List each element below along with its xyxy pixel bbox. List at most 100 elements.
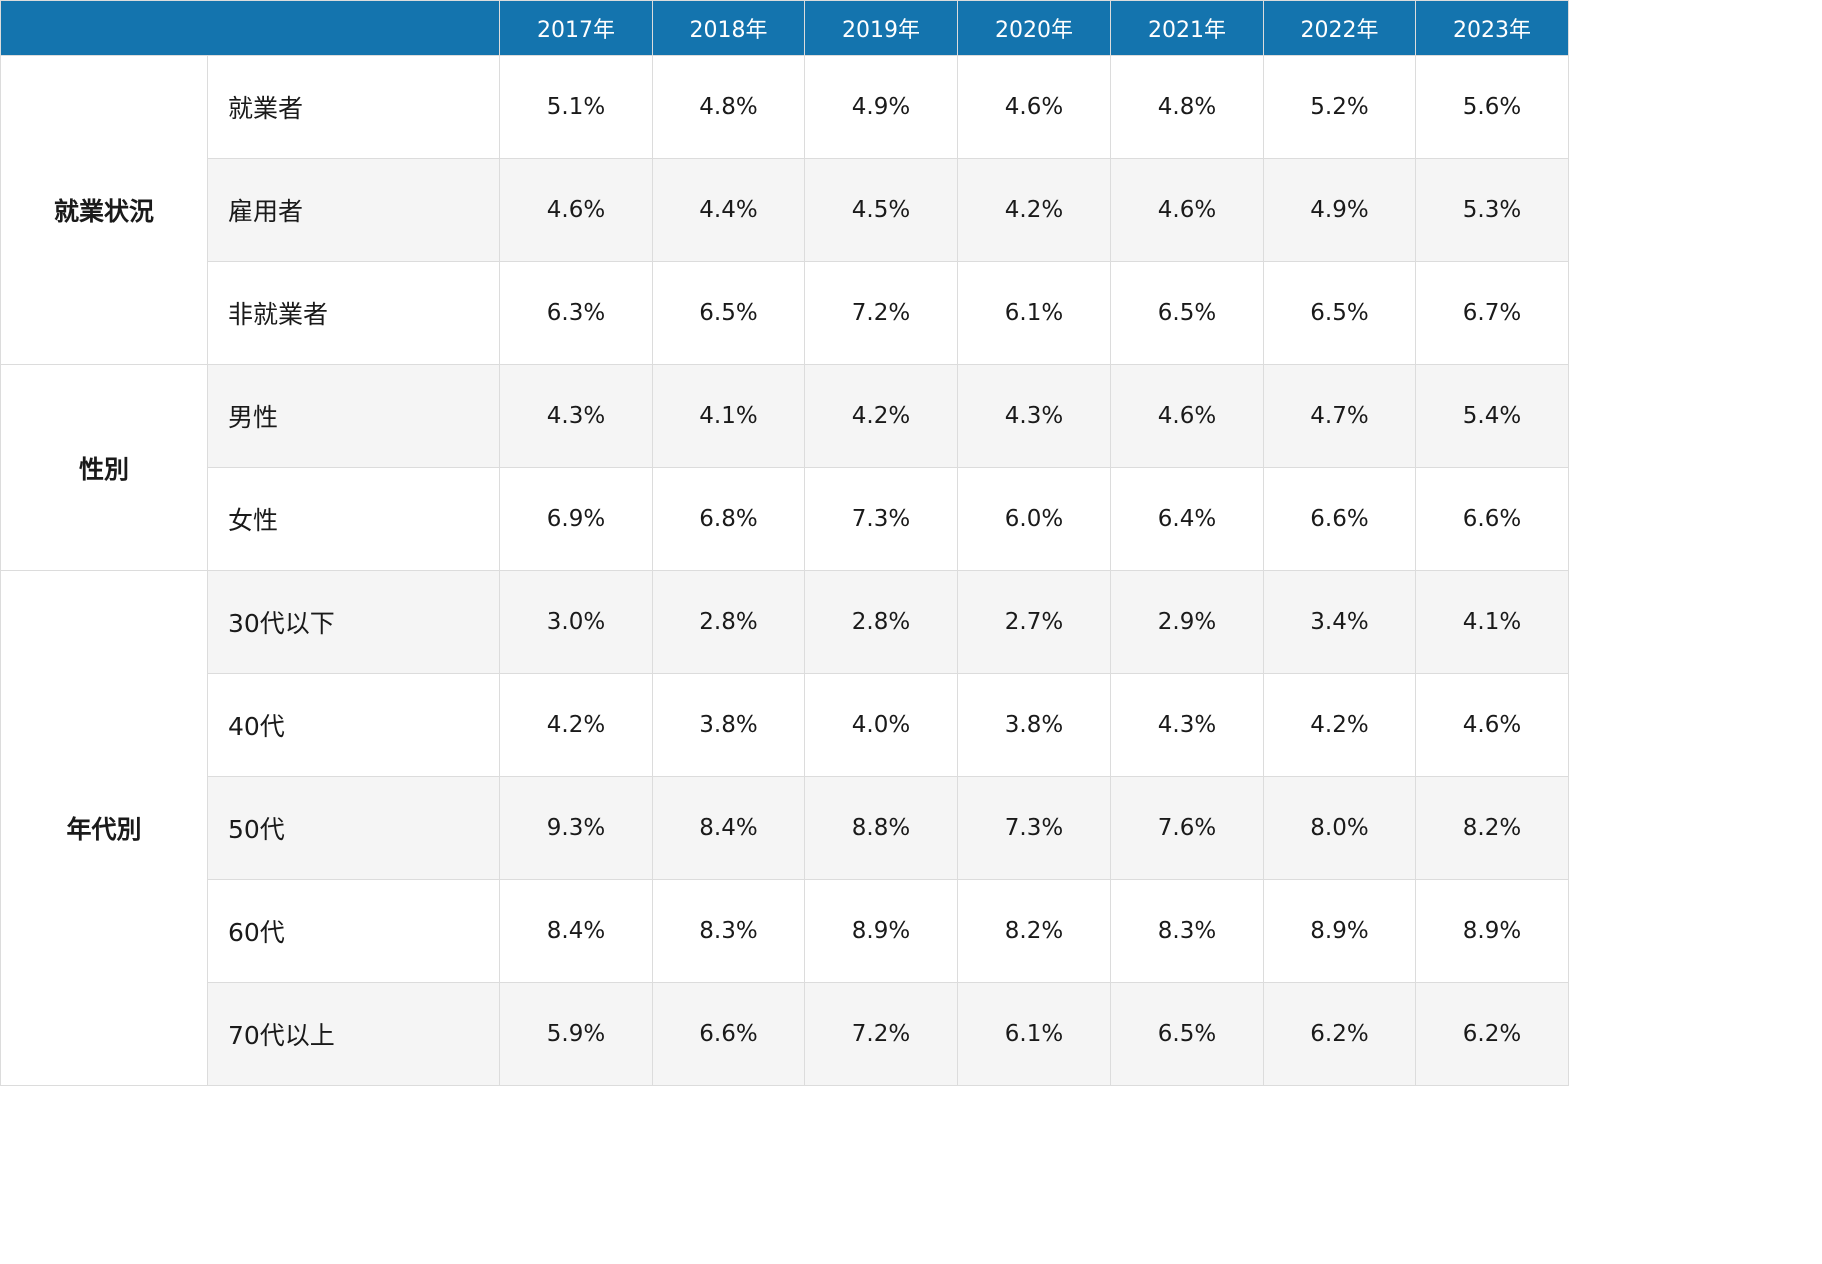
column-header: 2018年 xyxy=(652,0,805,56)
table-cell: 5.6% xyxy=(1415,55,1569,159)
table-cell: 8.2% xyxy=(957,879,1111,983)
table-cell: 4.5% xyxy=(804,158,958,262)
table-cell: 3.4% xyxy=(1263,570,1416,674)
column-header: 2022年 xyxy=(1263,0,1416,56)
table-cell: 4.3% xyxy=(1110,673,1264,777)
table-cell: 6.5% xyxy=(1263,261,1416,365)
table-cell: 4.8% xyxy=(652,55,805,159)
table-cell: 4.6% xyxy=(499,158,653,262)
header-corner-cell xyxy=(0,0,500,56)
table-cell: 6.5% xyxy=(1110,982,1264,1086)
table-cell: 3.8% xyxy=(957,673,1111,777)
table-row: 雇用者 4.6% 4.4% 4.5% 4.2% 4.6% 4.9% 5.3% xyxy=(1,158,1569,262)
table-cell: 8.9% xyxy=(1415,879,1569,983)
header-row: 2017年 2018年 2019年 2020年 2021年 2022年 2023… xyxy=(0,0,1569,56)
table-cell: 4.2% xyxy=(957,158,1111,262)
table-cell: 5.2% xyxy=(1263,55,1416,159)
table-cell: 3.0% xyxy=(499,570,653,674)
table-cell: 6.6% xyxy=(652,982,805,1086)
table-row: 40代 4.2% 3.8% 4.0% 3.8% 4.3% 4.2% 4.6% xyxy=(1,673,1569,777)
table-row: 年代別 30代以下 3.0% 2.8% 2.8% 2.7% 2.9% 3.4% … xyxy=(0,570,1569,1086)
table-cell: 8.4% xyxy=(652,776,805,880)
row-group-label: 性別 xyxy=(0,364,208,571)
table-cell: 6.3% xyxy=(499,261,653,365)
row-group-label: 年代別 xyxy=(0,570,208,1086)
column-header: 2017年 xyxy=(499,0,653,56)
table-cell: 7.2% xyxy=(804,982,958,1086)
row-label: 70代以上 xyxy=(207,982,500,1086)
column-header: 2021年 xyxy=(1110,0,1264,56)
row-label: 男性 xyxy=(207,364,500,468)
table-cell: 6.7% xyxy=(1415,261,1569,365)
row-label: 60代 xyxy=(207,879,500,983)
table-row: 女性 6.9% 6.8% 7.3% 6.0% 6.4% 6.6% 6.6% xyxy=(1,467,1569,571)
table-cell: 2.8% xyxy=(652,570,805,674)
table-cell: 8.4% xyxy=(499,879,653,983)
table-cell: 8.2% xyxy=(1415,776,1569,880)
table-row: 性別 男性 4.3% 4.1% 4.2% 4.3% 4.6% 4.7% 5.4% xyxy=(0,364,1569,571)
table-cell: 2.8% xyxy=(804,570,958,674)
table-cell: 6.9% xyxy=(499,467,653,571)
table-cell: 7.2% xyxy=(804,261,958,365)
table-cell: 4.9% xyxy=(1263,158,1416,262)
table-cell: 2.7% xyxy=(957,570,1111,674)
table-cell: 8.3% xyxy=(652,879,805,983)
table-cell: 5.1% xyxy=(499,55,653,159)
row-label: 雇用者 xyxy=(207,158,500,262)
table-cell: 8.8% xyxy=(804,776,958,880)
table-cell: 7.3% xyxy=(804,467,958,571)
table-cell: 2.9% xyxy=(1110,570,1264,674)
table-cell: 3.8% xyxy=(652,673,805,777)
data-table: 2017年 2018年 2019年 2020年 2021年 2022年 2023… xyxy=(0,0,1569,1086)
table-cell: 4.2% xyxy=(499,673,653,777)
table-cell: 4.7% xyxy=(1263,364,1416,468)
table-cell: 6.2% xyxy=(1263,982,1416,1086)
row-label: 非就業者 xyxy=(207,261,500,365)
table-cell: 6.1% xyxy=(957,261,1111,365)
table-cell: 4.6% xyxy=(1110,158,1264,262)
table-cell: 4.8% xyxy=(1110,55,1264,159)
column-header: 2023年 xyxy=(1415,0,1569,56)
table-cell: 4.2% xyxy=(1263,673,1416,777)
table-cell: 5.3% xyxy=(1415,158,1569,262)
table-cell: 6.2% xyxy=(1415,982,1569,1086)
table-cell: 6.4% xyxy=(1110,467,1264,571)
table-cell: 8.3% xyxy=(1110,879,1264,983)
row-label: 40代 xyxy=(207,673,500,777)
table-cell: 8.9% xyxy=(804,879,958,983)
table-cell: 8.9% xyxy=(1263,879,1416,983)
table-cell: 6.1% xyxy=(957,982,1111,1086)
table-row: 70代以上 5.9% 6.6% 7.2% 6.1% 6.5% 6.2% 6.2% xyxy=(1,982,1569,1086)
table-cell: 4.6% xyxy=(1415,673,1569,777)
row-label: 女性 xyxy=(207,467,500,571)
row-label: 50代 xyxy=(207,776,500,880)
table-cell: 5.4% xyxy=(1415,364,1569,468)
row-group-label: 就業状況 xyxy=(0,55,208,365)
table-cell: 6.6% xyxy=(1415,467,1569,571)
row-label: 就業者 xyxy=(207,55,500,159)
column-header: 2020年 xyxy=(957,0,1111,56)
table-cell: 4.0% xyxy=(804,673,958,777)
column-header: 2019年 xyxy=(804,0,958,56)
table-cell: 6.6% xyxy=(1263,467,1416,571)
table-cell: 7.3% xyxy=(957,776,1111,880)
table-cell: 4.3% xyxy=(957,364,1111,468)
table-cell: 4.6% xyxy=(1110,364,1264,468)
table-row: 非就業者 6.3% 6.5% 7.2% 6.1% 6.5% 6.5% 6.7% xyxy=(1,261,1569,365)
table-cell: 6.8% xyxy=(652,467,805,571)
table-cell: 5.9% xyxy=(499,982,653,1086)
table-row: 就業状況 就業者 5.1% 4.8% 4.9% 4.6% 4.8% 5.2% 5… xyxy=(0,55,1569,365)
table-cell: 4.9% xyxy=(804,55,958,159)
table-cell: 4.1% xyxy=(652,364,805,468)
table-cell: 4.3% xyxy=(499,364,653,468)
table-cell: 7.6% xyxy=(1110,776,1264,880)
table-cell: 4.6% xyxy=(957,55,1111,159)
table-row: 50代 9.3% 8.4% 8.8% 7.3% 7.6% 8.0% 8.2% xyxy=(1,776,1569,880)
table-cell: 6.5% xyxy=(1110,261,1264,365)
table-cell: 8.0% xyxy=(1263,776,1416,880)
table-cell: 4.4% xyxy=(652,158,805,262)
table-cell: 4.2% xyxy=(804,364,958,468)
table-cell: 9.3% xyxy=(499,776,653,880)
table-row: 60代 8.4% 8.3% 8.9% 8.2% 8.3% 8.9% 8.9% xyxy=(1,879,1569,983)
table-cell: 6.0% xyxy=(957,467,1111,571)
